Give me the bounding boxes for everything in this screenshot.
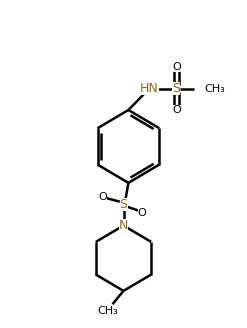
Text: CH₃: CH₃	[97, 306, 118, 316]
Text: O: O	[172, 62, 181, 72]
Text: S: S	[120, 198, 127, 211]
Text: O: O	[138, 208, 146, 218]
Text: O: O	[98, 192, 107, 202]
Text: N: N	[119, 219, 128, 232]
Text: CH₃: CH₃	[205, 84, 225, 93]
Text: HN: HN	[140, 82, 159, 95]
Text: O: O	[172, 105, 181, 115]
Text: N: N	[119, 219, 128, 232]
Text: S: S	[172, 82, 180, 95]
